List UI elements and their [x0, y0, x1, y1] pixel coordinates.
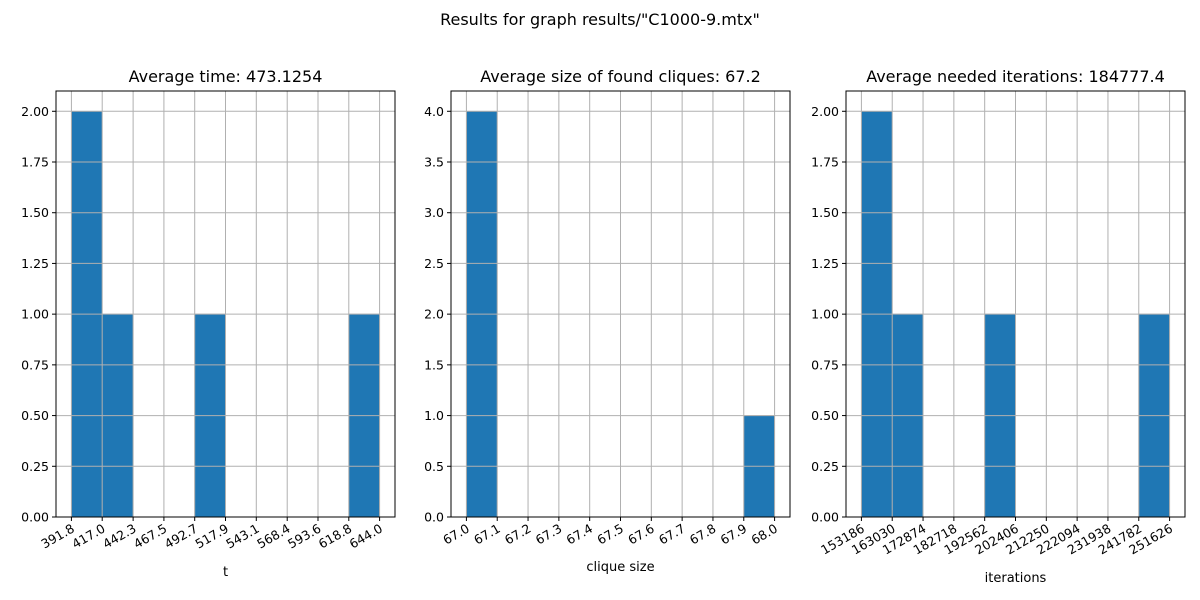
y-tick-label: 1.25 [811, 256, 839, 271]
y-tick-label: 2.00 [811, 104, 839, 119]
x-tick-label: 618.8 [316, 521, 355, 552]
x-tick-label: 417.0 [69, 521, 108, 552]
x-tick-label: 517.9 [192, 521, 231, 552]
x-tick-label: 568.4 [254, 521, 293, 552]
x-tick-label: 67.7 [656, 521, 688, 548]
y-tick-label: 0.50 [21, 408, 49, 423]
x-axis-label: clique size [586, 560, 654, 575]
y-tick-label: 3.5 [424, 155, 444, 170]
y-tick-label: 2.5 [424, 256, 444, 271]
y-tick-label: 1.0 [424, 408, 444, 423]
x-tick-label: 67.2 [502, 521, 534, 548]
y-tick-label: 2.00 [21, 104, 49, 119]
y-tick-label: 1.00 [21, 307, 49, 322]
y-tick-label: 0.50 [811, 408, 839, 423]
y-tick-label: 0.00 [21, 510, 49, 525]
y-tick-label: 3.0 [424, 205, 444, 220]
x-axis-label: t [223, 565, 228, 580]
x-tick-label: 67.3 [533, 521, 565, 548]
histogram-panel-clique-size: 0.00.51.01.52.02.53.03.54.067.0 67.1 67.2 6… [424, 67, 791, 575]
x-tick-label: 67.1 [471, 521, 503, 548]
y-tick-label: 1.50 [21, 205, 49, 220]
x-axis-label: iterations [985, 571, 1047, 586]
y-tick-label: 0.25 [811, 459, 839, 474]
figure-suptitle: Results for graph results/"C1000-9.mtx" [440, 10, 760, 29]
y-tick-label: 1.5 [424, 357, 444, 372]
y-tick-label: 0.5 [424, 459, 444, 474]
y-tick-label: 0.75 [21, 357, 49, 372]
x-tick-label: 68.0 [748, 521, 780, 548]
x-tick-label: 67.9 [718, 521, 750, 548]
y-tick-label: 1.75 [21, 155, 49, 170]
x-tick-label: 391.8 [38, 521, 77, 552]
histogram-panel-iterations: 0.000.250.500.751.001.251.501.752.001531… [811, 67, 1186, 586]
x-tick-label: 67.4 [564, 521, 596, 548]
y-tick-label: 0.25 [21, 459, 49, 474]
x-tick-label: 467.5 [131, 521, 170, 552]
axes-title: Average size of found cliques: 67.2 [480, 67, 761, 86]
y-tick-label: 2.0 [424, 307, 444, 322]
x-tick-label: 67.5 [594, 521, 626, 548]
x-tick-label: 67.8 [687, 521, 719, 548]
x-tick-label: 644.0 [347, 521, 386, 552]
axes-title: Average time: 473.1254 [129, 67, 323, 86]
x-tick-label: 492.7 [162, 521, 201, 552]
y-tick-label: 1.75 [811, 155, 839, 170]
y-tick-label: 0.00 [811, 510, 839, 525]
x-tick-label: 442.3 [100, 521, 139, 552]
y-tick-label: 1.00 [811, 307, 839, 322]
axes-title: Average needed iterations: 184777.4 [866, 67, 1165, 86]
y-tick-label: 0.75 [811, 357, 839, 372]
y-tick-label: 0.0 [424, 510, 444, 525]
histogram-panel-time: 0.00 0.25 0.50 0.75 1.00 1.25 1.50 1.75 2.00 391.… [21, 67, 396, 580]
x-tick-label: 67.6 [625, 521, 657, 548]
x-tick-label: 67.0 [440, 521, 472, 548]
x-tick-label: 593.6 [285, 521, 324, 552]
x-tick-label: 543.1 [223, 521, 262, 552]
y-tick-label: 1.25 [21, 256, 49, 271]
y-tick-label: 4.0 [424, 104, 444, 119]
y-tick-label: 1.50 [811, 205, 839, 220]
